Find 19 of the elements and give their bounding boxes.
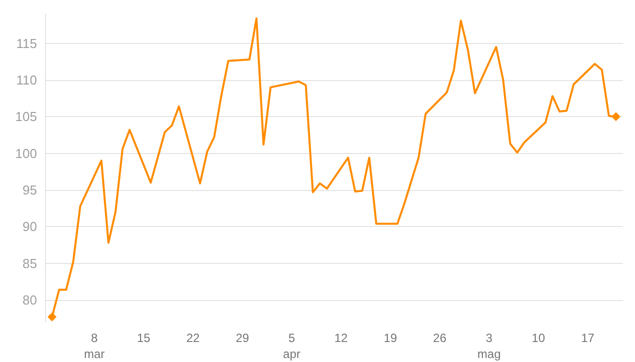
x-tick-label: 15	[137, 331, 151, 345]
x-tick-label: 10	[532, 331, 546, 345]
y-tick-label: 105	[15, 109, 37, 124]
y-tick-label: 90	[22, 219, 37, 234]
y-tick-label: 100	[15, 146, 37, 161]
y-tick-label: 80	[22, 292, 37, 308]
y-tick-label: 110	[16, 72, 37, 88]
x-tick-label: 8 mar	[84, 331, 105, 361]
y-tick-label: 115	[16, 36, 37, 51]
x-tick-label: 17	[581, 331, 595, 345]
x-tick-label: 12	[334, 331, 348, 345]
x-tick-label: 22	[186, 331, 200, 345]
x-tick-label: 5 apr	[283, 331, 300, 361]
y-tick-label: 85	[22, 256, 37, 271]
x-tick-label: 26	[433, 331, 447, 345]
x-tick-label: 19	[384, 331, 398, 345]
x-tick-label: 29	[236, 331, 250, 345]
x-tick-label: 3 mag	[477, 331, 501, 361]
y-tick-label: 95	[22, 182, 37, 198]
